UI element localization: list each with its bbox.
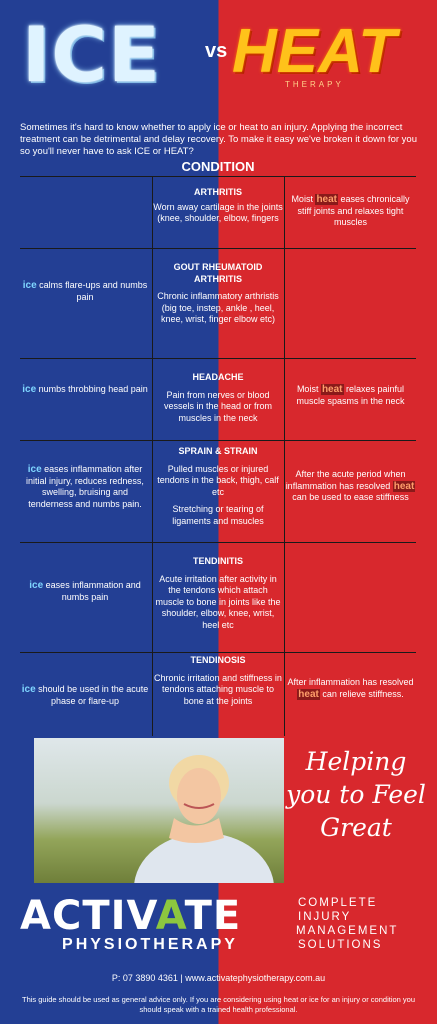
brand-wordmark: ACTIVATE xyxy=(20,893,242,939)
column-divider xyxy=(152,176,153,736)
table-divider xyxy=(20,542,416,543)
column-divider xyxy=(284,176,285,736)
heat-title: HEAT xyxy=(232,17,397,86)
contact-info: P: 07 3890 4361 | www.activatephysiother… xyxy=(111,973,326,983)
condition-header: CONDITION xyxy=(181,159,255,174)
condition-tendinosis: TENDINOSIS Chronic irritation and stiffn… xyxy=(154,655,282,706)
title-banner: ICE vs HEAT THERAPY xyxy=(0,0,437,100)
condition-sprain-strain: SPRAIN & STRAIN Pulled muscles or injure… xyxy=(157,446,279,526)
table-divider xyxy=(20,440,416,441)
ice-advice-gout: ice calms flare-ups and numbs pain xyxy=(22,280,148,302)
table-divider xyxy=(20,176,416,177)
woman-illustration xyxy=(134,755,274,883)
ice-title: ICE xyxy=(22,10,161,99)
brand-subtitle: PHYSIOTHERAPY xyxy=(62,936,238,953)
heat-advice-sprain: After the acute period when inflammation… xyxy=(285,469,416,502)
heat-advice-tendinosis: After inflammation has resolved heat can… xyxy=(287,677,414,700)
vs-label: vs xyxy=(205,40,228,62)
condition-tendinitis: TENDINITIS Acute irritation after activi… xyxy=(155,556,281,630)
heat-advice-headache: Moist heat relaxes painful muscle spasms… xyxy=(296,384,405,406)
condition-arthritis: ARTHRITIS Worn away cartilage in the joi… xyxy=(153,187,283,223)
table-divider xyxy=(20,358,416,359)
ice-advice-tendinitis: ice eases inflammation and numbs pain xyxy=(29,580,141,602)
tagline: Helping you to Feel Great xyxy=(286,747,426,842)
table-divider xyxy=(20,652,416,653)
heat-subtitle: THERAPY xyxy=(285,80,344,89)
intro-paragraph: Sometimes it's hard to know whether to a… xyxy=(20,121,417,157)
condition-gout: GOUT RHEUMATOID ARTHRITIS Chronic inflam… xyxy=(157,262,279,324)
brand-slogan: COMPLETE INJURY MANAGEMENT SOLUTIONS xyxy=(296,897,399,951)
table-divider xyxy=(20,248,416,249)
activate-logo: ACTIVATE PHYSIOTHERAPY xyxy=(20,893,280,954)
ice-advice-headache: ice numbs throbbing head pain xyxy=(22,384,148,395)
smiling-woman-photo xyxy=(34,738,284,883)
condition-headache: HEADACHE Pain from nerves or blood vesse… xyxy=(163,372,273,423)
ice-advice-tendinosis: ice should be used in the acute phase or… xyxy=(21,684,149,706)
disclaimer: This guide should be used as general adv… xyxy=(21,995,415,1014)
heat-advice-arthritis: Moist heat eases chronically stiff joint… xyxy=(291,194,410,227)
ice-advice-sprain: ice eases inflammation after initial inj… xyxy=(26,464,144,509)
